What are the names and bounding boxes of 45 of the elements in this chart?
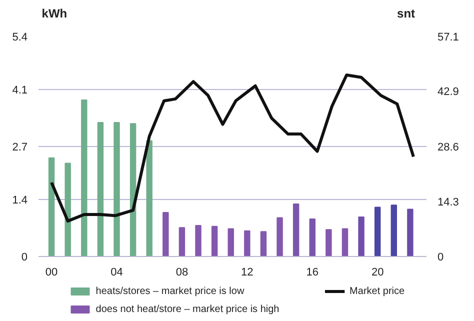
x-tick-label: 16: [306, 266, 319, 278]
legend-label: does not heat/store – market price is high: [96, 304, 280, 315]
bar: [178, 227, 186, 256]
bar: [358, 216, 364, 256]
bar: [292, 203, 300, 256]
bar: [276, 217, 283, 256]
y-axis-title: kWh: [42, 6, 68, 20]
x-tick-label: 20: [371, 266, 384, 278]
bar: [342, 228, 348, 256]
y-tick-label: 4.1: [12, 84, 28, 96]
y2-tick-label: 0: [438, 252, 444, 264]
bar: [64, 162, 71, 256]
y-tick-label: 0: [21, 252, 28, 264]
y-tick-label: 5.4: [12, 32, 28, 44]
y2-tick-label: 28.6: [438, 141, 459, 154]
bar: [260, 231, 267, 256]
bar: [114, 122, 120, 256]
bar: [228, 228, 234, 256]
bar: [162, 212, 169, 256]
y-tick-label: 2.7: [12, 142, 28, 154]
legend-label: Market price: [350, 286, 406, 297]
x-tick-label: 12: [241, 266, 254, 278]
bar: [309, 218, 316, 256]
bar: [195, 225, 202, 256]
y-tick-label: 1.4: [12, 194, 28, 206]
bar: [407, 208, 414, 256]
bar: [244, 230, 250, 256]
y2-tick-label: 42.9: [438, 86, 459, 98]
bar: [130, 123, 136, 256]
x-tick-label: 08: [176, 266, 188, 278]
bar: [211, 226, 218, 256]
bar: [326, 229, 332, 256]
x-tick-label: 00: [45, 266, 58, 278]
y2-tick-label: 57.1: [438, 32, 459, 44]
line-series: [50, 74, 415, 223]
bar: [48, 157, 55, 256]
bar: [390, 204, 398, 256]
y2-tick-label: 14.3: [438, 196, 459, 208]
bar: [97, 122, 104, 256]
bar: [146, 140, 152, 256]
legend-label: heats/stores – market price is low: [96, 286, 245, 297]
bar: [81, 100, 88, 256]
x-tick-label: 04: [110, 266, 123, 278]
y2-axis-title: snt: [397, 6, 416, 20]
bar: [374, 206, 381, 256]
